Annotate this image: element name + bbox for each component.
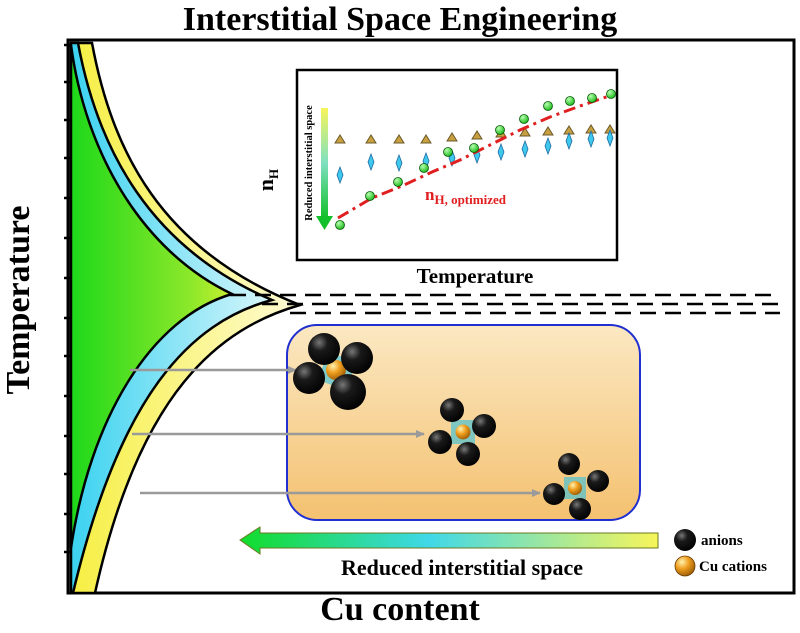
anion-legend-marker: [674, 529, 696, 551]
pointer-arrows: [130, 366, 541, 497]
reduced-space-arrow: [239, 526, 659, 555]
dashed-temperature-lines: [230, 293, 780, 315]
reduced-space-label: Reduced interstitial space: [341, 555, 583, 580]
cation-legend-marker: [674, 555, 696, 577]
large-ion-cluster: [293, 333, 373, 410]
inset-triangle-markers: [334, 124, 616, 144]
inset-y-label: nH: [253, 169, 281, 191]
inset-x-label: Temperature: [417, 264, 534, 288]
x-axis-label: Cu content: [320, 591, 480, 628]
small-ion-cluster: [543, 453, 609, 520]
inset-circle-markers: [335, 89, 616, 230]
inset-arrow-label: Reduced interstitial space: [304, 105, 315, 221]
y-axis-label: Temperature: [0, 205, 37, 395]
cation-legend-label: Cu cations: [699, 559, 767, 575]
inset-frame: [295, 68, 619, 262]
legend: anions Cu cations: [674, 529, 767, 577]
anion-legend-label: anions: [701, 533, 743, 549]
inset-arrow-shaft: [321, 108, 328, 218]
inset-optimized-label: nH, optimized: [425, 185, 507, 207]
inset-plot: Reduced interstitial space nH Temperatur…: [253, 68, 619, 288]
medium-ion-cluster: [428, 398, 496, 466]
figure-title: Interstitial Space Engineering: [182, 1, 618, 38]
inset-arrow-head: [316, 216, 333, 230]
